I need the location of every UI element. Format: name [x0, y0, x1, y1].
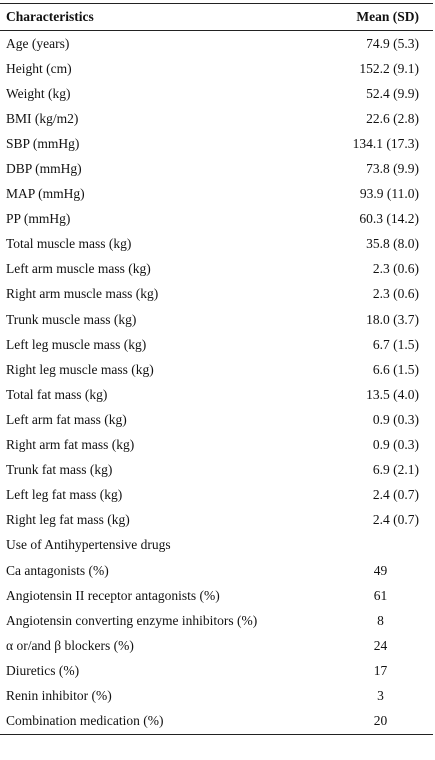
label-cell: PP (mmHg)	[6, 211, 71, 227]
row: α or/and β blockers (%) 24	[0, 633, 433, 658]
value-text: 3	[377, 687, 384, 703]
label-cell: DBP (mmHg)	[6, 161, 82, 177]
section-title: Use of Antihypertensive drugs	[6, 537, 171, 553]
row: Angiotensin II receptor antagonists (%) 6…	[0, 583, 433, 608]
value-cell: 24	[328, 633, 433, 658]
label-cell: Height (cm)	[6, 60, 72, 76]
value-cell: 3	[328, 683, 433, 708]
label-cell: Left arm fat mass (kg)	[6, 411, 127, 427]
value-cell: 152.2 (9.1)	[359, 60, 419, 76]
row: PP (mmHg) 60.3 (14.2)	[0, 207, 433, 232]
value-cell: 6.9 (2.1)	[372, 462, 419, 478]
value-cell: 61	[328, 583, 433, 608]
label-cell: Combination medication (%)	[6, 713, 164, 729]
header-row: Characteristics Mean (SD)	[0, 3, 433, 31]
row: Left arm fat mass (kg) 0.9 (0.3)	[0, 407, 433, 432]
data-table: Characteristics Mean (SD) Age (years) 74.…	[0, 3, 433, 735]
label-cell: Renin inhibitor (%)	[6, 687, 112, 703]
row: Combination medication (%) 20	[0, 709, 433, 735]
value-text: 17	[373, 662, 388, 678]
value-text: 24	[373, 637, 388, 653]
row: Angiotensin converting enzyme inhibitors…	[0, 608, 433, 633]
label-cell: Right arm fat mass (kg)	[6, 437, 135, 453]
value-cell: 60.3 (14.2)	[359, 211, 419, 227]
label-cell: SBP (mmHg)	[6, 135, 80, 151]
label-cell: Trunk fat mass (kg)	[6, 462, 113, 478]
row: MAP (mmHg) 93.9 (11.0)	[0, 182, 433, 207]
value-cell: 0.9 (0.3)	[372, 411, 419, 427]
label-cell: BMI (kg/m2)	[6, 110, 79, 126]
label-cell: Right leg fat mass (kg)	[6, 512, 130, 528]
row: Trunk muscle mass (kg) 18.0 (3.7)	[0, 307, 433, 332]
label-cell: Left leg muscle mass (kg)	[6, 336, 147, 352]
row: Diuretics (%) 17	[0, 658, 433, 683]
label-cell: Right leg muscle mass (kg)	[6, 361, 154, 377]
value-cell: 8	[328, 608, 433, 633]
label-cell: Total fat mass (kg)	[6, 386, 108, 402]
row: Height (cm) 152.2 (9.1)	[0, 56, 433, 81]
row: Renin inhibitor (%) 3	[0, 683, 433, 708]
label-cell: Angiotensin II receptor antagonists (%)	[6, 587, 220, 603]
row: DBP (mmHg) 73.8 (9.9)	[0, 156, 433, 181]
value-cell: 35.8 (8.0)	[366, 236, 419, 252]
section-row: Use of Antihypertensive drugs	[0, 533, 433, 558]
value-text: 49	[373, 562, 388, 578]
value-cell: 13.5 (4.0)	[366, 386, 419, 402]
row: Age (years) 74.9 (5.3)	[0, 31, 433, 57]
label-cell: Total muscle mass (kg)	[6, 236, 132, 252]
row: Left leg muscle mass (kg) 6.7 (1.5)	[0, 332, 433, 357]
row: Total muscle mass (kg) 35.8 (8.0)	[0, 232, 433, 257]
value-cell: 0.9 (0.3)	[372, 437, 419, 453]
label-cell: Left leg fat mass (kg)	[6, 487, 123, 503]
row: Right arm muscle mass (kg) 2.3 (0.6)	[0, 282, 433, 307]
label-cell: Weight (kg)	[6, 85, 71, 101]
value-cell: 73.8 (9.9)	[366, 161, 419, 177]
value-cell: 2.4 (0.7)	[372, 487, 419, 503]
value-cell: 93.9 (11.0)	[359, 186, 419, 202]
label-cell: Angiotensin converting enzyme inhibitors…	[6, 612, 258, 628]
row: Weight (kg) 52.4 (9.9)	[0, 81, 433, 106]
row: Ca antagonists (%) 49	[0, 558, 433, 583]
value-cell: 74.9 (5.3)	[366, 35, 419, 51]
value-cell: 2.3 (0.6)	[372, 261, 419, 277]
row: BMI (kg/m2) 22.6 (2.8)	[0, 106, 433, 131]
value-cell: 2.3 (0.6)	[372, 286, 419, 302]
label-cell: Age (years)	[6, 35, 70, 51]
header-cell: Characteristics	[0, 3, 328, 31]
label-cell: α or/and β blockers (%)	[6, 637, 134, 653]
row: Right arm fat mass (kg) 0.9 (0.3)	[0, 433, 433, 458]
value-cell: 17	[328, 658, 433, 683]
row: Left arm muscle mass (kg) 2.3 (0.6)	[0, 257, 433, 282]
value-cell: 134.1 (17.3)	[352, 135, 419, 151]
label-cell: Diuretics (%)	[6, 662, 80, 678]
value-cell: 49	[328, 558, 433, 583]
row: Total fat mass (kg) 13.5 (4.0)	[0, 382, 433, 407]
table-body: Age (years) 74.9 (5.3) Height (cm) 152.2 (9…	[0, 31, 433, 735]
row: Trunk fat mass (kg) 6.9 (2.1)	[0, 458, 433, 483]
value-cell: 6.7 (1.5)	[372, 336, 419, 352]
value-text: 8	[377, 612, 384, 628]
value-cell: 6.6 (1.5)	[372, 361, 419, 377]
row: Left leg fat mass (kg) 2.4 (0.7)	[0, 483, 433, 508]
value-cell: 52.4 (9.9)	[366, 85, 419, 101]
value-cell: 2.4 (0.7)	[372, 512, 419, 528]
row: SBP (mmHg) 134.1 (17.3)	[0, 131, 433, 156]
label-cell: MAP (mmHg)	[6, 186, 85, 202]
value-cell: 20	[328, 709, 433, 735]
row: Right leg muscle mass (kg) 6.6 (1.5)	[0, 357, 433, 382]
label-cell: Ca antagonists (%)	[6, 562, 109, 578]
label-cell: Trunk muscle mass (kg)	[6, 311, 137, 327]
value-cell: 18.0 (3.7)	[366, 311, 419, 327]
value-text: 20	[373, 713, 388, 729]
header-cell: Mean (SD)	[328, 3, 433, 31]
value-cell: 22.6 (2.8)	[366, 110, 419, 126]
value-text: 61	[373, 587, 388, 603]
row: Right leg fat mass (kg) 2.4 (0.7)	[0, 508, 433, 533]
label-cell: Left arm muscle mass (kg)	[6, 261, 151, 277]
label-cell: Right arm muscle mass (kg)	[6, 286, 159, 302]
